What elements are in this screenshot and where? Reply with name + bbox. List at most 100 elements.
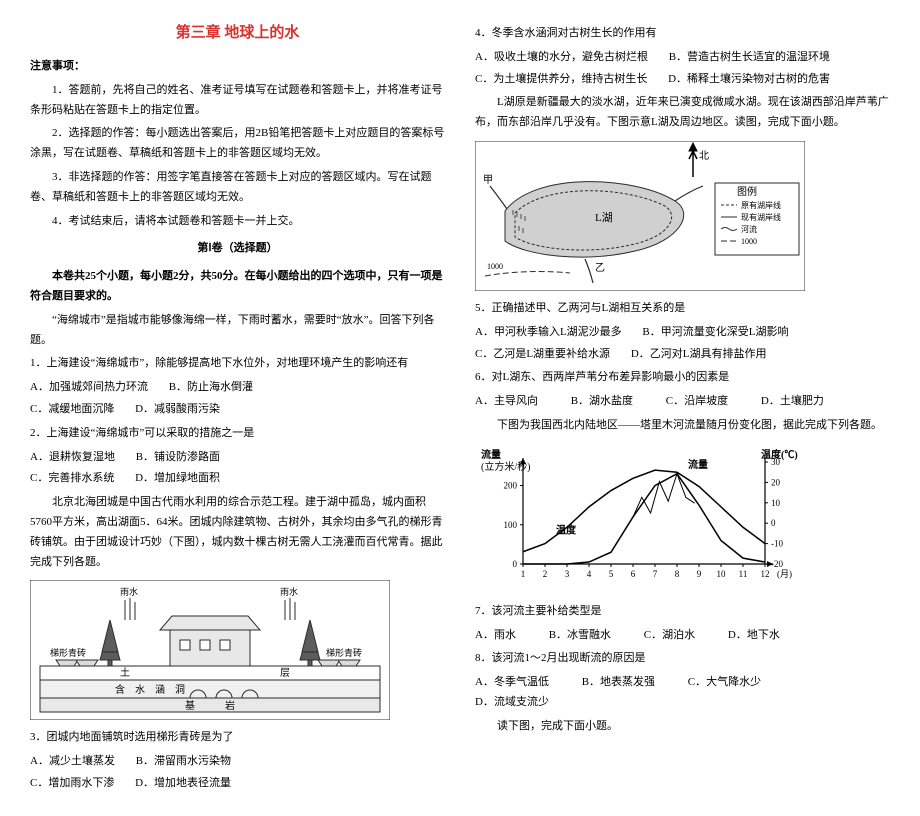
choice: D．减弱酸雨污染 [135, 400, 220, 420]
svg-text:1: 1 [521, 569, 526, 579]
choice: B．营造古树生长适宜的温湿环境 [669, 48, 830, 68]
svg-text:(月): (月) [777, 569, 792, 579]
svg-text:200: 200 [504, 480, 518, 490]
choice: C．增加雨水下渗 [30, 774, 114, 794]
choice: A．退耕恢复湿地 [30, 448, 115, 468]
q8: 8．该河流1～2月出现断流的原因是 [475, 649, 890, 669]
choice: B．防止海水倒灌 [169, 378, 253, 398]
svg-text:20: 20 [771, 477, 781, 487]
base-label: 基 岩 [185, 699, 235, 712]
choice: B．冰雪融水 [549, 626, 611, 646]
choice: D．乙河对L湖具有排盐作用 [631, 345, 767, 365]
choice: A．加强城郊间热力环流 [30, 378, 148, 398]
lake-intro: L湖原是新疆最大的淡水湖，近年来已演变成微咸水湖。现在该湖西部沿岸芦苇广布，而东… [475, 93, 890, 133]
svg-text:10: 10 [771, 498, 781, 508]
notice-item: 3．非选择题的作答：用签字笔直接答在答题卡上对应的答题区域内。写在试题卷、草稿纸… [30, 168, 445, 208]
svg-text:-20: -20 [771, 559, 783, 569]
north-label: 北 [699, 150, 709, 162]
q8-tail: 读下图，完成下面小题。 [475, 717, 890, 737]
q4: 4．冬季含水涵洞对古树生长的作用有 [475, 24, 890, 44]
jia-label: 甲 [483, 175, 493, 186]
figure-tuancheng: 基 岩 含 水 涵 洞 土 层 梯形青砖 梯形青砖 [30, 580, 445, 720]
page-title: 第三章 地球上的水 [30, 20, 445, 47]
rain-right: 雨水 [280, 586, 298, 597]
q6: 6．对L湖东、西两岸芦苇分布差异影响最小的因素是 [475, 368, 890, 388]
legend1: 原有湖岸线 [741, 200, 781, 210]
notice-item: 2．选择题的作答：每小题选出答案后，用2B铅笔把答题卡上对应题目的答案标号涂黑，… [30, 124, 445, 164]
svg-text:12: 12 [761, 569, 770, 579]
q2-choices: A．退耕恢复湿地 B．铺设防渗路面 [30, 448, 445, 468]
choice: D．稀释土壤污染物对古树的危害 [668, 70, 830, 90]
svg-text:0: 0 [513, 559, 518, 569]
q1-choices: A．加强城郊间热力环流 B．防止海水倒灌 [30, 378, 445, 398]
svg-text:5: 5 [609, 569, 614, 579]
choice: C．沿岸坡度 [666, 392, 728, 412]
notice-item: 4．考试结束后，请将本试题卷和答题卡一并上交。 [30, 212, 445, 232]
soil-label: 土 [120, 666, 130, 679]
svg-text:10: 10 [717, 569, 727, 579]
choice: C．大气降水少 [688, 673, 761, 693]
legend-title: 图例 [737, 185, 757, 198]
svg-text:4: 4 [587, 569, 592, 579]
choice: A．吸收土壤的水分，避免古树烂根 [475, 48, 648, 68]
q7: 7．该河流主要补给类型是 [475, 602, 890, 622]
q2-choices: C．完善排水系统 D．增加绿地面积 [30, 469, 445, 489]
q4-choices: A．吸收土壤的水分，避免古树烂根 B．营造古树生长适宜的温湿环境 [475, 48, 890, 68]
legend4: 1000 [741, 237, 757, 246]
q3: 3．团城内地面铺筑时选用梯形青砖是为了 [30, 728, 445, 748]
q2: 2．上海建设“海绵城市”可以采取的措施之一是 [30, 424, 445, 444]
svg-text:-10: -10 [771, 538, 783, 548]
svg-text:1000: 1000 [487, 262, 503, 271]
svg-text:2: 2 [543, 569, 548, 579]
q6-choices: A．主导风向 B．湖水盐度 C．沿岸坡度 D．土壤肥力 [475, 392, 890, 412]
q3-choices: A．减少土壤蒸发 B．滞留雨水污染物 [30, 752, 445, 772]
sponge-intro: “海绵城市”是指城市能够像海绵一样，下雨时蓄水，需要时“放水”。回答下列各题。 [30, 311, 445, 351]
svg-text:6: 6 [631, 569, 636, 579]
river-intro: 下图为我国西北内陆地区——塔里木河流量随月份变化图，据此完成下列各题。 [475, 416, 890, 436]
choice: D．流域支流少 [475, 693, 549, 713]
choice: A．主导风向 [475, 392, 538, 412]
svg-text:8: 8 [675, 569, 680, 579]
notice-heading: 注意事项： [30, 57, 445, 77]
svg-text:11: 11 [739, 569, 748, 579]
culvert-label: 含 水 涵 洞 [115, 683, 185, 696]
choice: B．铺设防渗路面 [136, 448, 220, 468]
svg-text:0: 0 [771, 518, 776, 528]
choice: C．减缓地面沉降 [30, 400, 114, 420]
choice: A．雨水 [475, 626, 516, 646]
part1-intro: 本卷共25个小题，每小题2分，共50分。在每小题给出的四个选项中，只有一项是符合… [30, 267, 445, 307]
choice: B．湖水盐度 [571, 392, 633, 412]
choice: B．滞留雨水污染物 [136, 752, 231, 772]
svg-text:7: 7 [653, 569, 658, 579]
q5-choices: A．甲河秋季输入L湖泥沙最多 B．甲河流量变化深受L湖影响 [475, 323, 890, 343]
q3-choices: C．增加雨水下渗 D．增加地表径流量 [30, 774, 445, 794]
legend2: 现有湖岸线 [741, 212, 781, 222]
choice: A．减少土壤蒸发 [30, 752, 115, 772]
svg-text:9: 9 [697, 569, 702, 579]
choice: C．乙河是L湖重要补给水源 [475, 345, 610, 365]
choice: D．土壤肥力 [761, 392, 824, 412]
right-column: 4．冬季含水涵洞对古树生长的作用有 A．吸收土壤的水分，避免古树烂根 B．营造古… [475, 20, 890, 796]
layer-label: 层 [280, 667, 290, 679]
q1: 1．上海建设“海绵城市”，除能够提高地下水位外，对地理环境产生的影响还有 [30, 354, 445, 374]
choice: D．增加地表径流量 [135, 774, 231, 794]
svg-text:温度: 温度 [556, 523, 577, 536]
svg-text:流量: 流量 [481, 448, 501, 461]
choice: C．完善排水系统 [30, 469, 114, 489]
q4-choices: C．为土壤提供养分，维持古树生长 D．稀释土壤污染物对古树的危害 [475, 70, 890, 90]
q1-choices: C．减缓地面沉降 D．减弱酸雨污染 [30, 400, 445, 420]
svg-text:流量: 流量 [688, 458, 708, 471]
part1-heading: 第Ⅰ卷（选择题） [30, 239, 445, 259]
choice: A．甲河秋季输入L湖泥沙最多 [475, 323, 622, 343]
figure-river-chart: 0100200-20-100102030123456789101112(月)流量… [475, 444, 890, 594]
notice-item: 1．答题前，先将自己的姓名、准考证号填写在试题卷和答题卡上，并将准考证号条形码粘… [30, 81, 445, 121]
choice: B．甲河流量变化深受L湖影响 [642, 323, 788, 343]
choice: C．湖泊水 [644, 626, 695, 646]
q7-choices: A．雨水 B．冰雪融水 C．湖泊水 D．地下水 [475, 626, 890, 646]
beihai-intro: 北京北海团城是中国古代雨水利用的综合示范工程。建于湖中孤岛，城内面积5760平方… [30, 493, 445, 572]
svg-text:(立方米/秒): (立方米/秒) [481, 460, 530, 473]
q8-choices: A．冬季气温低 B．地表蒸发强 C．大气降水少 D．流域支流少 [475, 673, 890, 713]
q5: 5．正确描述甲、乙两河与L湖相互关系的是 [475, 299, 890, 319]
brick-right: 梯形青砖 [326, 647, 362, 658]
left-column: 第三章 地球上的水 注意事项： 1．答题前，先将自己的姓名、准考证号填写在试题卷… [30, 20, 445, 796]
